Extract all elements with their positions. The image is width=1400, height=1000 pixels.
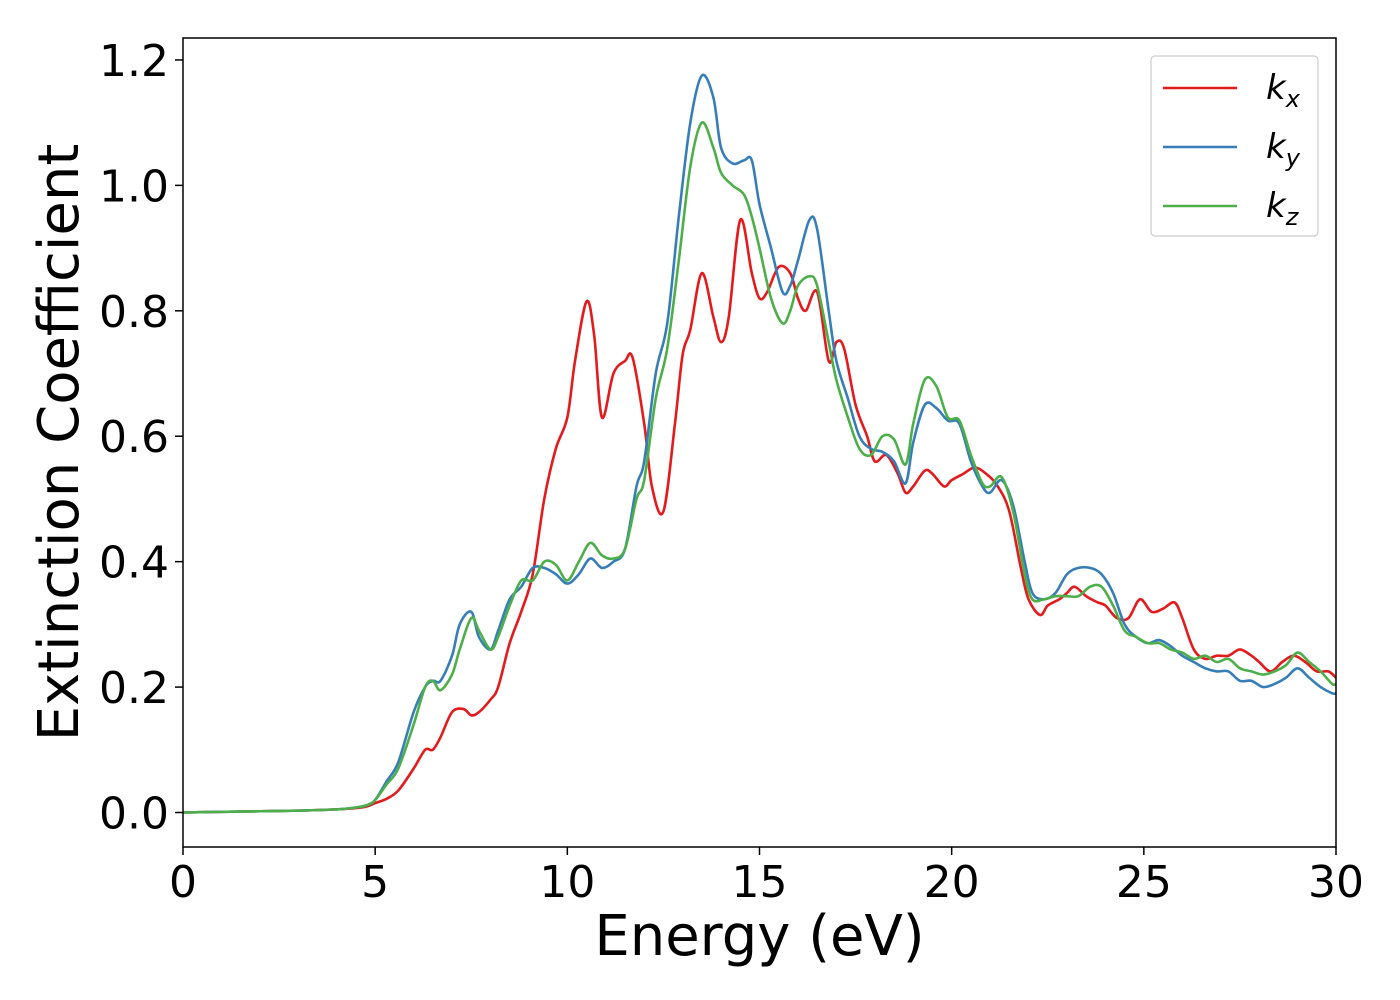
y-tick-label: 0.8: [99, 287, 169, 338]
x-tick-label: 0: [169, 857, 197, 908]
legend-label-subscript: z: [1285, 203, 1300, 231]
x-axis-title: Energy (eV): [594, 904, 924, 969]
y-tick-label: 1.0: [99, 161, 169, 212]
y-tick-label: 0.0: [99, 789, 169, 840]
legend-label-main: k: [1266, 127, 1287, 167]
series-line-ky: [183, 73, 1336, 814]
series-line-kz: [183, 121, 1336, 814]
y-tick-label: 1.2: [99, 36, 169, 87]
y-axis-title: Extinction Coefficient: [27, 144, 92, 742]
y-tick-label: 0.4: [99, 538, 169, 589]
x-axis-ticks: 0 5 10 15 20 25 30: [169, 847, 1364, 908]
x-tick-label: 30: [1308, 857, 1364, 908]
legend-label-kx: kx: [1266, 68, 1301, 113]
x-tick-label: 25: [1116, 857, 1172, 908]
legend-label-subscript: x: [1285, 85, 1301, 113]
legend-label-subscript: y: [1285, 144, 1301, 172]
plot-series-group: [183, 73, 1336, 814]
y-tick-label: 0.2: [99, 663, 169, 714]
y-axis-ticks: 0.0 0.2 0.4 0.6 0.8 1.0 1.2: [99, 36, 183, 840]
x-tick-label: 10: [539, 857, 595, 908]
legend-label-ky: ky: [1266, 127, 1301, 172]
y-tick-label: 0.6: [99, 412, 169, 463]
x-tick-label: 15: [732, 857, 788, 908]
x-tick-label: 20: [924, 857, 980, 908]
legend-label-kz: kz: [1266, 186, 1300, 231]
series-line-kx: [183, 218, 1336, 814]
legend-label-main: k: [1266, 68, 1287, 108]
legend-label-main: k: [1266, 186, 1287, 226]
x-tick-label: 5: [361, 857, 389, 908]
